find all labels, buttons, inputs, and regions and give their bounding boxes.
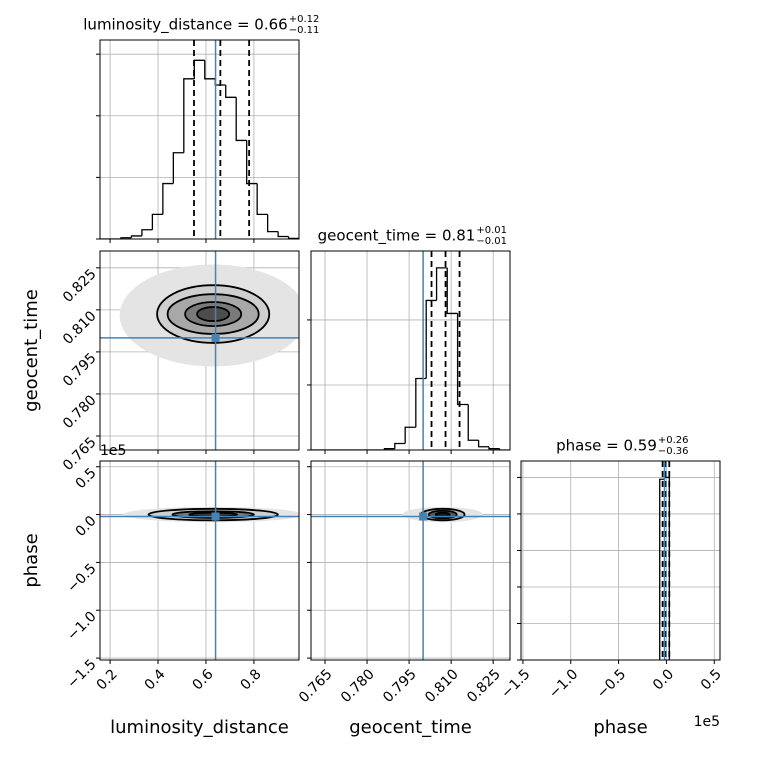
histogram-step (235, 97, 247, 142)
panel-title: geocent_time = 0.81 (318, 227, 476, 246)
panel-frame (310, 460, 511, 661)
y-axis-label: geocent_time (21, 289, 42, 412)
histogram-step (404, 426, 416, 444)
x-axis-label: geocent_time (349, 717, 472, 738)
histogram-step (246, 140, 258, 185)
panel: −1.5 −1.0 −0.5 0.0 0.5 phase = 0.59 +0.26−0.36… (498, 435, 725, 738)
panel-title: phase = 0.59 (556, 437, 657, 455)
y-tick-label: 0.795 (60, 350, 100, 390)
x-tick-label: 0.825 (464, 666, 504, 706)
x-tick-label: −0.5 (594, 666, 629, 701)
histogram-step (172, 152, 184, 184)
y-offset-label: 1e5 (100, 443, 126, 459)
histogram-step (130, 235, 142, 238)
y-tick-label: 0.780 (60, 392, 100, 432)
truth-marker (419, 512, 428, 521)
truth-marker (211, 512, 220, 521)
histogram-step (435, 267, 448, 301)
x-tick-label: 0.795 (380, 666, 420, 706)
histogram-step (394, 442, 406, 449)
title-lower: −0.01 (476, 236, 507, 247)
y-tick-label: −0.5 (64, 561, 99, 596)
histogram-step (456, 313, 469, 406)
x-tick-label: 0.5 (698, 666, 725, 693)
density (402, 506, 483, 523)
truth-marker (211, 333, 220, 342)
histogram-step (162, 182, 174, 215)
histogram-step (287, 236, 299, 239)
histogram-step (477, 440, 489, 448)
x-axis-label: luminosity_distance (110, 717, 289, 738)
panel-frame (99, 39, 300, 240)
title-upper: +0.12 (289, 14, 320, 25)
histogram-step (446, 267, 458, 315)
panel-frame (310, 250, 511, 451)
histogram-step (141, 229, 153, 236)
panel: luminosity_distance = 0.66 +0.12−0.11 (83, 14, 319, 243)
x-tick-label: 0.2 (94, 666, 121, 693)
histogram-step (225, 84, 237, 98)
histogram-step (488, 446, 500, 450)
histogram-step (204, 60, 216, 80)
x-offset-label: 1e5 (694, 714, 720, 730)
y-tick-label: 0.810 (60, 308, 100, 348)
x-tick-label: −1.0 (546, 666, 581, 701)
x-tick-label: 0.780 (338, 666, 378, 706)
title-upper: +0.26 (658, 435, 689, 446)
histogram-step (277, 231, 289, 238)
x-tick-label: 0.8 (238, 666, 265, 693)
title-lower: −0.11 (289, 25, 320, 36)
y-tick-label: 0.825 (60, 266, 100, 306)
x-tick-label: −1.5 (498, 666, 533, 701)
histogram-step (183, 78, 195, 153)
x-tick-label: 0.0 (650, 666, 677, 693)
x-tick-label: 0.4 (142, 666, 169, 693)
y-tick-label: −1.0 (64, 609, 99, 644)
histogram-step (467, 404, 479, 441)
panel-frame (99, 460, 300, 661)
x-tick-label: 0.810 (422, 666, 462, 706)
histogram-step (151, 213, 163, 230)
panel: 0.2 0.4 0.6 0.8 −1.5 −1.0 −0.5 0.0 0.5 luminosity… (21, 443, 300, 738)
histogram-step (659, 478, 665, 660)
histogram-step (425, 299, 437, 379)
title-lower: −0.36 (658, 446, 689, 457)
x-tick-label: 0.6 (190, 666, 217, 693)
histogram-step (193, 59, 205, 79)
y-tick-label: −1.5 (64, 656, 99, 691)
x-tick-label: 0.765 (296, 666, 336, 706)
y-tick-label: 0.765 (60, 434, 100, 474)
histogram-step (256, 183, 268, 216)
density (119, 264, 299, 367)
panel: geocent_time = 0.81 +0.01−0.01 (307, 225, 511, 454)
y-tick-label: 0.5 (73, 465, 100, 492)
histogram-step (415, 377, 427, 428)
x-axis-label: phase (593, 717, 647, 738)
panel-title: luminosity_distance = 0.66 (83, 16, 287, 35)
panel-frame (520, 460, 721, 661)
contour (196, 306, 231, 322)
histogram-step (498, 448, 510, 450)
y-tick-label: 0.0 (73, 513, 100, 540)
y-axis-label: phase (21, 533, 42, 587)
histogram-step (266, 214, 279, 233)
panel-frame (99, 250, 300, 451)
title-upper: +0.01 (476, 225, 507, 236)
